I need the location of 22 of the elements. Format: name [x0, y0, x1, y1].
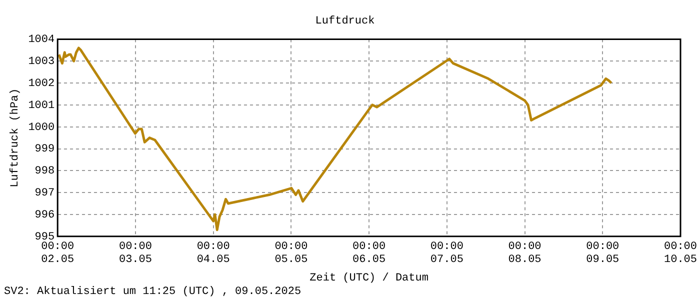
- y-tick-label: 999: [34, 144, 55, 156]
- y-axis-title: Luftdruck (hPa): [10, 88, 22, 188]
- x-tick-label: 00:00 08.05: [508, 240, 542, 266]
- y-tick-label: 997: [34, 187, 55, 200]
- text: SV2: Aktualisiert um 11:25 (UTC) , 09.05.2025: [4, 286, 302, 298]
- chart-title: Luftdruck: [315, 16, 376, 28]
- y-tick-label: 996: [34, 209, 55, 222]
- x-tick-label: 00:00 03.05: [118, 240, 152, 266]
- x-tick-label: 00:00 05.05: [274, 240, 308, 266]
- y-tick-label: 1004: [28, 34, 55, 46]
- y-tick-label: 998: [34, 166, 55, 178]
- x-tick-label: 00:00 04.05: [196, 240, 230, 266]
- x-tick-label: 00:00 02.05: [41, 240, 74, 266]
- x-tick-label: 00:00 09.05: [586, 240, 620, 266]
- y-tick-label: 1000: [28, 122, 55, 134]
- x-tick-label: 00:00 06.05: [352, 240, 386, 266]
- y-tick-label: 1002: [28, 78, 55, 90]
- x-axis-title: Zeit (UTC) / Datum: [310, 272, 429, 284]
- x-tick-label: 00:00 10.05: [664, 240, 698, 266]
- y-tick-label: 1001: [28, 100, 55, 112]
- y-tick-label: 1003: [28, 56, 55, 68]
- x-tick-label: 00:00 07.05: [430, 240, 464, 266]
